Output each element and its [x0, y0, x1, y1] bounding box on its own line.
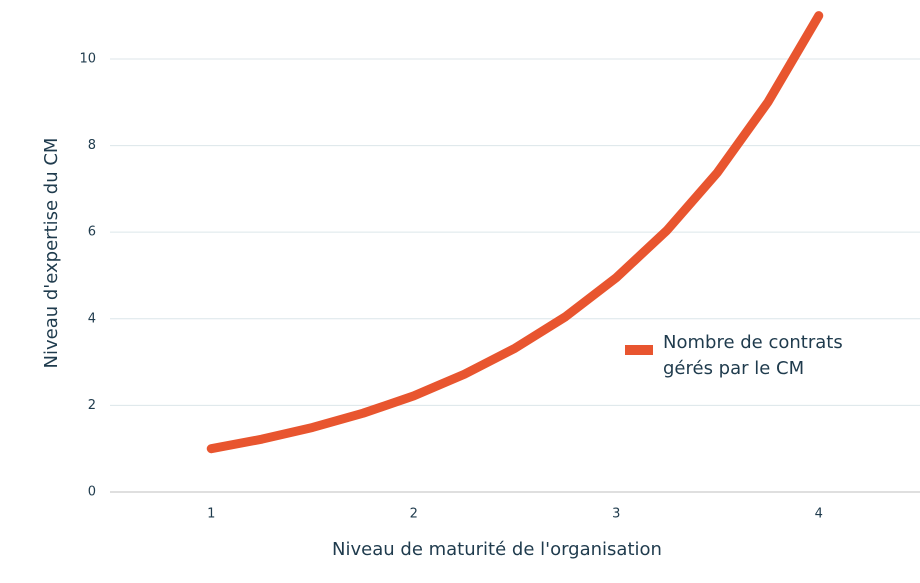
x-tick-label: 3: [612, 507, 620, 522]
x-tick-label: 1: [207, 507, 215, 522]
y-tick-label: 6: [88, 225, 96, 240]
y-tick-label: 4: [88, 311, 96, 326]
legend-label: Nombre de contrats gérés par le CM: [663, 332, 843, 379]
x-tick-label: 4: [815, 507, 823, 522]
legend: Nombre de contrats gérés par le CM: [625, 330, 853, 382]
y-tick-label: 10: [79, 51, 96, 66]
y-tick-label: 0: [88, 485, 96, 500]
x-tick-label: 2: [410, 507, 418, 522]
y-tick-label: 8: [88, 138, 96, 153]
legend-swatch: [625, 345, 653, 355]
y-tick-label: 2: [88, 398, 96, 413]
x-axis-title: Niveau de maturité de l'organisation: [332, 539, 662, 560]
y-axis-title: Niveau d'expertise du CM: [41, 138, 62, 369]
line: [206, 11, 824, 454]
